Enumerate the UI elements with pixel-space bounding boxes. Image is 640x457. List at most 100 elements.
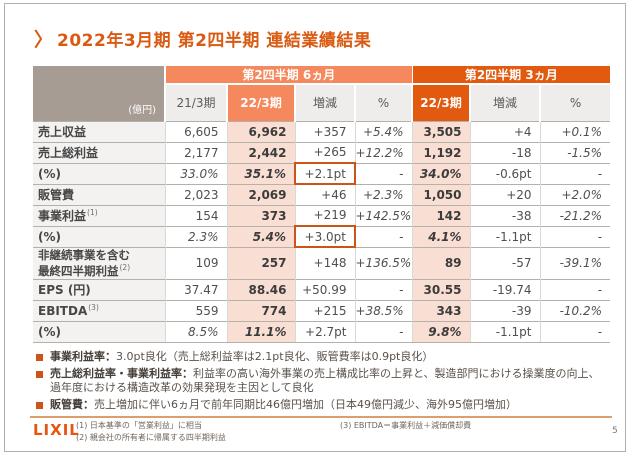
note-item: 販管費：売上増加に伴い6ヵ月で前年同期比46億円増加（日本49億円減少、海外95… bbox=[36, 398, 604, 413]
group-header-6m: 第2四半期 6ヵ月 bbox=[165, 66, 413, 85]
cell: - bbox=[539, 278, 611, 300]
table-row-core-earnings-pct: (%) 2.3% 5.4% +3.0pt - 4.1% -1.1pt - bbox=[33, 225, 611, 248]
cell: 33.0% bbox=[164, 162, 227, 184]
cell: +215 bbox=[294, 299, 355, 321]
cell: +46 bbox=[294, 183, 355, 205]
footnotes-left: (1) 日本基準の「営業利益」に相当 (2) 親会社の所有者に帰属する四半期利益 bbox=[76, 420, 226, 443]
cell: +357 bbox=[294, 120, 355, 142]
cell: +20 bbox=[469, 183, 541, 205]
cell: 2.3% bbox=[164, 225, 227, 247]
row-label: (%) bbox=[33, 225, 165, 247]
cell: 559 bbox=[164, 299, 227, 321]
cell: - bbox=[354, 278, 413, 300]
cell: 3,505 bbox=[411, 120, 471, 142]
bullet-square-icon bbox=[36, 370, 43, 378]
cell: 6,962 bbox=[226, 120, 295, 142]
cell: 142 bbox=[411, 204, 471, 226]
cell: -38 bbox=[469, 204, 541, 226]
footnote-3: (3) EBITDA＝事業利益＋減価償却費 bbox=[340, 421, 472, 430]
cell: +136.5% bbox=[354, 246, 413, 279]
cell: 8.5% bbox=[164, 320, 227, 343]
col-header-pct-6m: % bbox=[353, 84, 413, 121]
note-label: 販管費： bbox=[50, 397, 94, 411]
cell: 30.55 bbox=[411, 278, 471, 300]
cell: -1.1pt bbox=[469, 320, 541, 343]
cell: -0.6pt bbox=[469, 162, 541, 184]
row-label: 売上収益 bbox=[33, 120, 165, 142]
group-header-row: (億円) 第2四半期 6ヵ月 第2四半期 3ヵ月 bbox=[33, 66, 611, 121]
cell: -39.1% bbox=[539, 246, 611, 279]
unit-label-cell: (億円) bbox=[33, 66, 166, 121]
row-label: 販管費 bbox=[33, 183, 165, 205]
cell: +219 bbox=[294, 204, 355, 226]
cell: +50.99 bbox=[294, 278, 355, 300]
note-text: 売上増加に伴い6ヵ月で前年同期比46億円増加（日本49億円減少、海外95億円増加… bbox=[94, 397, 517, 411]
table-row-ebitda: EBITDA(3) 559 774 +215 +38.5% 343 -39 -1… bbox=[33, 299, 611, 321]
note-item: 事業利益率：3.0pt良化（売上総利益率は2.1pt良化、販管費率は0.9pt良… bbox=[36, 350, 604, 365]
cell: -57 bbox=[469, 246, 541, 279]
cell: 1,192 bbox=[411, 141, 471, 163]
page-title: 2022年3月期 第2四半期 連結業績結果 bbox=[57, 31, 372, 51]
col-header-current-3m: 22/3期 bbox=[411, 84, 471, 121]
chevron-icon: 〉 bbox=[34, 29, 54, 51]
cell: -10.2% bbox=[539, 299, 611, 321]
cell: 343 bbox=[411, 299, 471, 321]
cell: +5.4% bbox=[354, 120, 413, 142]
table-row-revenue: 売上収益 6,605 6,962 +357 +5.4% 3,505 +4 +0.… bbox=[33, 120, 611, 142]
cell: 2,023 bbox=[164, 183, 227, 205]
cell: -21.2% bbox=[539, 204, 611, 226]
footnote-2: (2) 親会社の所有者に帰属する四半期利益 bbox=[76, 432, 226, 442]
cell: +12.2% bbox=[354, 141, 413, 163]
col-header-change-6m: 増減 bbox=[294, 84, 355, 121]
highlighted-cell: +3.0pt bbox=[294, 225, 356, 248]
table-row-eps: EPS (円) 37.47 88.46 +50.99 - 30.55 -19.7… bbox=[33, 278, 611, 300]
cell: 89 bbox=[411, 246, 471, 279]
cell: +148 bbox=[294, 246, 355, 279]
cell: 1,050 bbox=[411, 183, 471, 205]
cell: 2,442 bbox=[226, 141, 295, 163]
col-header-prev: 21/3期 bbox=[165, 84, 227, 121]
cell: +265 bbox=[294, 141, 355, 163]
cell: 774 bbox=[226, 299, 295, 321]
cell: +2.7pt bbox=[294, 320, 355, 343]
note-label: 売上総利益率・事業利益率： bbox=[50, 366, 193, 380]
cell: - bbox=[539, 225, 611, 247]
cell: +0.1% bbox=[539, 120, 611, 142]
cell: 373 bbox=[226, 204, 295, 226]
financial-results-table: (億円) 第2四半期 6ヵ月 第2四半期 3ヵ月 21/3期 22/3期 増減 … bbox=[33, 66, 611, 343]
col-header-current-6m: 22/3期 bbox=[226, 84, 295, 121]
table-row-ebitda-pct: (%) 8.5% 11.1% +2.7pt - 9.8% -1.1pt - bbox=[33, 320, 611, 343]
row-label: 事業利益(1) bbox=[33, 204, 165, 226]
cell: 2,069 bbox=[226, 183, 295, 205]
cell: 88.46 bbox=[226, 278, 295, 300]
footnote-1: (1) 日本基準の「営業利益」に相当 bbox=[76, 421, 202, 430]
notes-section: 事業利益率：3.0pt良化（売上総利益率は2.1pt良化、販管費率は0.9pt良… bbox=[36, 350, 604, 414]
cell: 9.8% bbox=[411, 320, 471, 343]
cell: - bbox=[539, 320, 611, 343]
row-label: EBITDA(3) bbox=[33, 299, 165, 321]
cell: 257 bbox=[226, 246, 295, 279]
bullet-square-icon bbox=[36, 354, 43, 361]
cell: 37.47 bbox=[164, 278, 227, 300]
page-number: 5 bbox=[612, 426, 618, 436]
table-row-gross-margin-pct: (%) 33.0% 35.1% +2.1pt - 34.0% -0.6pt - bbox=[33, 162, 611, 185]
cell: -1.1pt bbox=[469, 225, 541, 247]
cell: - bbox=[354, 225, 413, 247]
cell: -18 bbox=[469, 141, 541, 163]
cell: 2,177 bbox=[164, 141, 227, 163]
note-label: 事業利益率： bbox=[50, 350, 116, 363]
cell: -39 bbox=[469, 299, 541, 321]
note-item: 売上総利益率・事業利益率：利益率の高い海外事業の売上構成比率の上昇と、製造部門に… bbox=[36, 367, 604, 396]
table-row-gross-profit: 売上総利益 2,177 2,442 +265 +12.2% 1,192 -18 … bbox=[33, 141, 611, 163]
title-block: 〉 2022年3月期 第2四半期 連結業績結果 bbox=[34, 25, 371, 52]
row-label: 非継続事業を含む 最終四半期利益(2) bbox=[33, 246, 165, 279]
table-row-core-earnings: 事業利益(1) 154 373 +219 +142.5% 142 -38 -21… bbox=[33, 204, 611, 226]
cell: 5.4% bbox=[226, 225, 295, 247]
group-header-3m: 第2四半期 3ヵ月 bbox=[411, 66, 611, 85]
cell: 11.1% bbox=[226, 320, 295, 343]
cell: 109 bbox=[164, 246, 227, 279]
cell: -19.74 bbox=[469, 278, 541, 300]
note-text: 利益率の高い海外事業の売上構成比率の上昇と、製造部門における操業度の向上、過年度… bbox=[50, 366, 600, 395]
cell: - bbox=[354, 162, 413, 184]
cell: +38.5% bbox=[354, 299, 413, 321]
